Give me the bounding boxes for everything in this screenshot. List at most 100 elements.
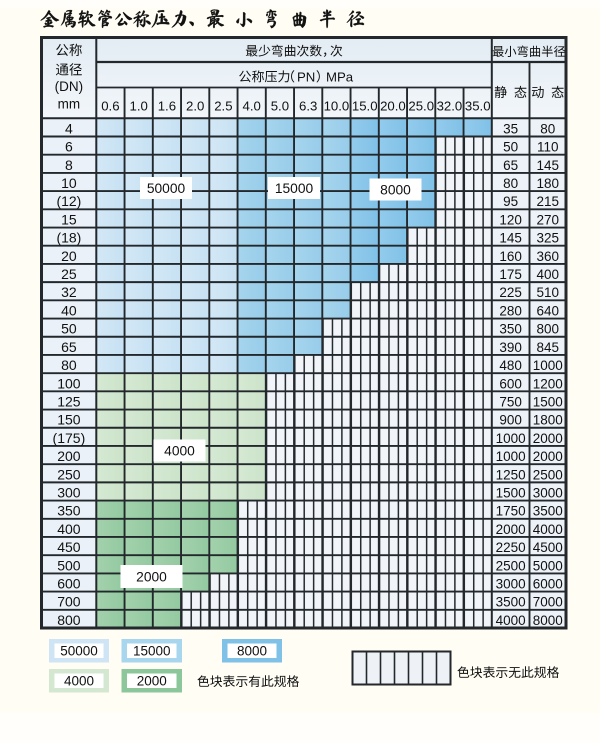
svg-text:15: 15 [61,211,77,227]
svg-text:3500: 3500 [496,595,526,610]
svg-text:3500: 3500 [533,504,563,519]
svg-text:2000: 2000 [533,449,563,464]
svg-text:390: 390 [499,340,522,355]
svg-text:4500: 4500 [533,540,563,555]
svg-text:2250: 2250 [496,540,526,555]
svg-text:10: 10 [61,175,77,191]
svg-text:50000: 50000 [60,644,98,659]
svg-text:600: 600 [57,576,81,592]
svg-text:PN: PN [297,69,315,84]
svg-text:480: 480 [499,358,522,373]
svg-text:1500: 1500 [496,486,526,501]
svg-text:800: 800 [57,612,81,628]
svg-text:(175): (175) [53,430,86,446]
svg-text:(12): (12) [56,193,81,209]
svg-text:2500: 2500 [496,558,526,573]
svg-text:6: 6 [65,139,73,155]
svg-text:1.6: 1.6 [158,98,176,113]
svg-text:215: 215 [537,194,560,209]
svg-text:2000: 2000 [496,522,526,537]
svg-text:1000: 1000 [533,358,563,373]
svg-text:6000: 6000 [533,577,563,592]
svg-text:3000: 3000 [496,577,526,592]
svg-text:2.5: 2.5 [214,98,232,113]
svg-text:1500: 1500 [533,395,563,410]
svg-text:845: 845 [537,340,560,355]
svg-text:120: 120 [499,212,522,227]
svg-text:160: 160 [499,249,522,264]
svg-text:20: 20 [61,248,77,264]
svg-text:175: 175 [499,267,522,282]
svg-text:2.0: 2.0 [186,98,204,113]
svg-text:35: 35 [503,121,518,136]
svg-text:4000: 4000 [533,522,563,537]
svg-text:750: 750 [499,395,522,410]
svg-text:15000: 15000 [275,181,314,196]
svg-text:300: 300 [57,485,81,501]
svg-text:145: 145 [499,231,522,246]
svg-text:1000: 1000 [496,449,526,464]
svg-text:50: 50 [503,140,518,155]
svg-text:15.0: 15.0 [352,98,378,113]
svg-text:280: 280 [499,303,522,318]
svg-text:100: 100 [57,375,81,391]
svg-text:200: 200 [57,448,81,464]
svg-text:3000: 3000 [533,486,563,501]
svg-text:125: 125 [57,394,81,410]
svg-text:1200: 1200 [533,376,563,391]
svg-text:180: 180 [537,176,560,191]
svg-text:4: 4 [65,120,73,136]
svg-text:20.0: 20.0 [380,98,406,113]
svg-text:35.0: 35.0 [465,98,491,113]
svg-text:4000: 4000 [64,674,94,689]
svg-text:1750: 1750 [496,504,526,519]
svg-text:40: 40 [61,302,77,318]
svg-text:80: 80 [61,357,77,373]
svg-text:50: 50 [61,321,77,337]
svg-text:25.0: 25.0 [408,98,434,113]
svg-text:700: 700 [57,594,81,610]
svg-text:360: 360 [537,249,560,264]
svg-text:8: 8 [65,157,73,173]
svg-text:500: 500 [57,557,81,573]
svg-text:350: 350 [57,503,81,519]
svg-text:2000: 2000 [137,674,167,689]
svg-text:350: 350 [499,322,522,337]
svg-text:65: 65 [503,158,518,173]
svg-text:32.0: 32.0 [437,98,463,113]
svg-text:400: 400 [57,521,81,537]
svg-text:4.0: 4.0 [243,98,261,113]
svg-text:95: 95 [503,194,518,209]
svg-text:80: 80 [540,121,555,136]
svg-text:900: 900 [499,413,522,428]
svg-text:32: 32 [61,284,77,300]
svg-text:640: 640 [537,303,560,318]
svg-text:4000: 4000 [496,613,526,628]
svg-text:50000: 50000 [147,181,186,196]
svg-text:80: 80 [503,176,518,191]
svg-text:450: 450 [57,539,81,555]
svg-text:1250: 1250 [496,467,526,482]
svg-text:800: 800 [537,322,560,337]
svg-text:325: 325 [537,231,560,246]
svg-text:mm: mm [58,97,81,112]
svg-text:8000: 8000 [533,613,563,628]
svg-text:145: 145 [537,158,560,173]
svg-text:1000: 1000 [496,431,526,446]
svg-text:110: 110 [537,140,559,155]
svg-text:0.6: 0.6 [101,98,119,113]
svg-text:(DN): (DN) [55,79,84,94]
svg-text:2500: 2500 [533,467,563,482]
svg-text:5000: 5000 [533,558,563,573]
svg-text:5.0: 5.0 [271,98,289,113]
svg-text:8000: 8000 [237,644,267,659]
svg-text:150: 150 [57,412,81,428]
svg-text:(18): (18) [56,230,81,246]
svg-text:400: 400 [537,267,560,282]
svg-text:15000: 15000 [133,644,171,659]
svg-text:2000: 2000 [136,570,167,585]
svg-text:1800: 1800 [533,413,563,428]
svg-text:25: 25 [61,266,77,282]
svg-text:10.0: 10.0 [324,98,350,113]
svg-text:250: 250 [57,466,81,482]
